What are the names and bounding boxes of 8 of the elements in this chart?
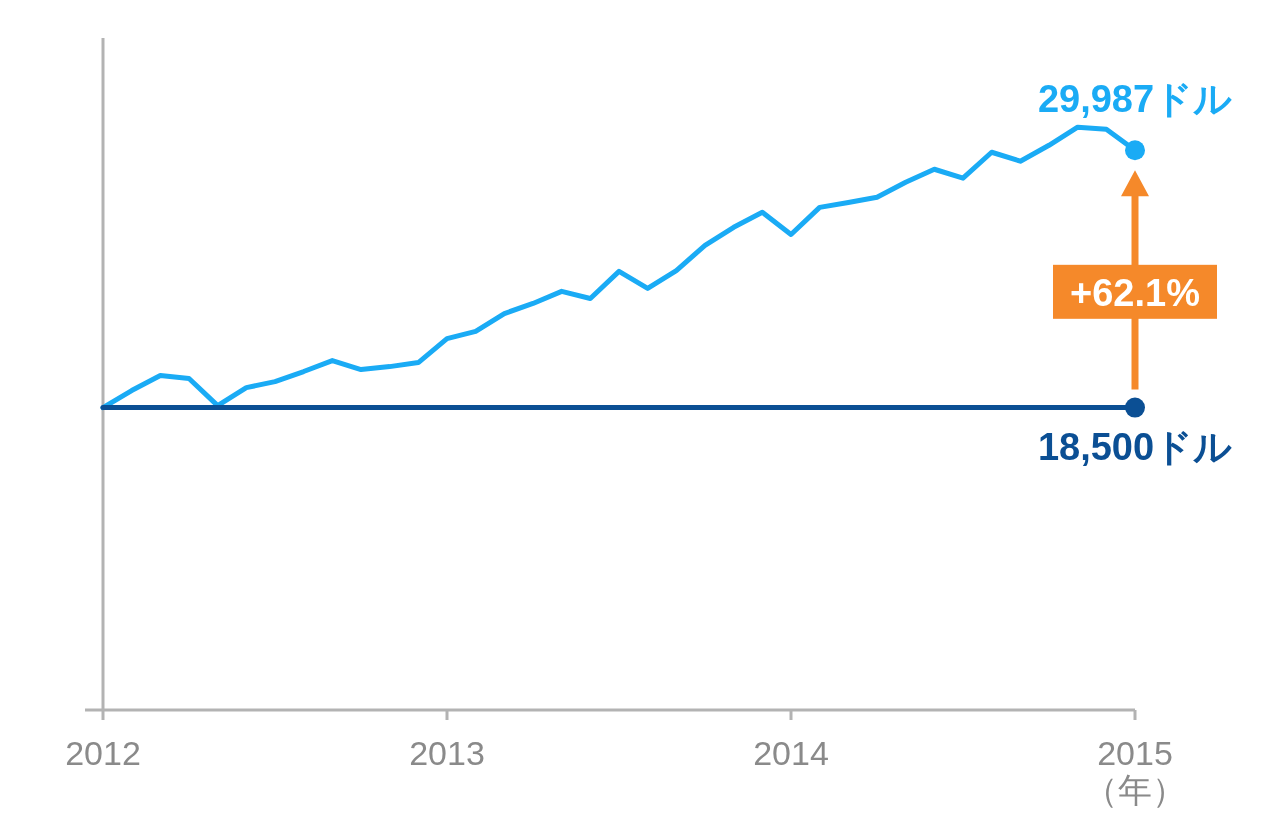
data-label: 18,500ドル	[1037, 425, 1233, 468]
x-tick-label: 2012	[65, 734, 141, 772]
data-label: 29,987ドル	[1037, 78, 1233, 121]
x-tick-label: 2014	[753, 734, 829, 772]
x-axis-title: （年）	[1084, 771, 1186, 809]
x-tick-label: 2015	[1097, 734, 1173, 772]
x-tick-label: 2013	[409, 734, 485, 772]
annotation: +62.1%	[1070, 271, 1200, 314]
